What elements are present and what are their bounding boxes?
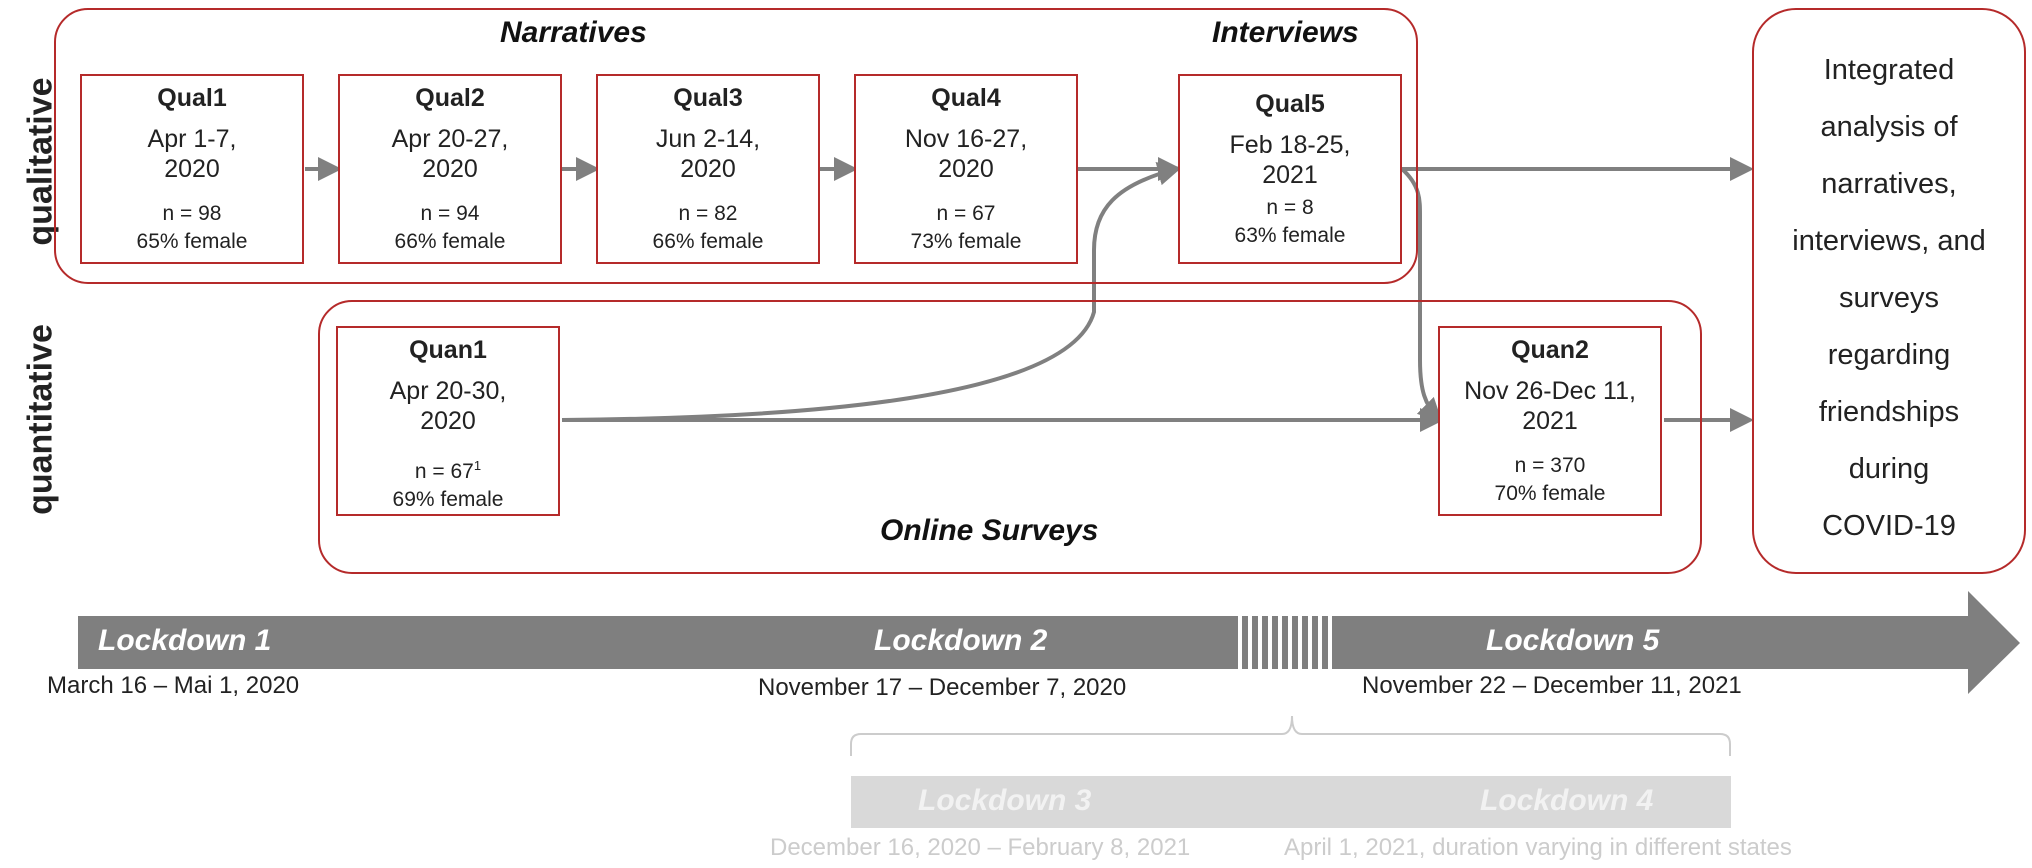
study-box-qual2: Qual2 Apr 20-27, 2020 n = 94 66% female [338, 74, 562, 264]
study-date-line2: 2020 [680, 155, 736, 183]
timeline-brace [850, 715, 1731, 756]
qualitative-group [54, 8, 1418, 284]
study-female: 66% female [394, 230, 506, 253]
study-stats: n = 98 65% female [82, 200, 302, 256]
arrow-quan1-qual5 [561, 161, 1182, 422]
study-dates: Nov 16-27, 2020 [856, 124, 1076, 184]
study-date-line2: 2021 [1522, 407, 1578, 435]
study-n: n = 8 [1266, 196, 1314, 219]
study-dates: Apr 20-30, 2020 [338, 376, 558, 436]
study-stats: n = 94 66% female [340, 200, 560, 256]
study-date-line1: Nov 16-27, [904, 125, 1028, 153]
arrow-qual5-quan2 [1400, 167, 1443, 423]
study-dates: Apr 20-27, 2020 [340, 124, 560, 184]
study-dates: Apr 1-7, 2020 [82, 124, 302, 184]
study-title: Qual4 [931, 84, 1001, 112]
lockdown-4-label: Lockdown 4 [1480, 784, 1654, 817]
row-label-quantitative: quantitative [21, 324, 60, 515]
integrated-line: analysis of [1820, 111, 1958, 143]
study-box-quan2: Quan2 Nov 26-Dec 11, 2021 n = 370 70% fe… [1438, 326, 1662, 516]
study-box-qual4: Qual4 Nov 16-27, 2020 n = 67 73% female [854, 74, 1078, 264]
integrated-line: friendships [1818, 396, 1960, 428]
study-title: Quan2 [1511, 336, 1589, 364]
study-dates: Jun 2-14, 2020 [598, 124, 818, 184]
study-title: Qual2 [415, 84, 485, 112]
lockdown-4-dates: April 1, 2021, duration varying in diffe… [1284, 834, 1792, 861]
study-dates: Nov 26-Dec 11, 2021 [1440, 376, 1660, 436]
integrated-line: Integrated [1823, 54, 1955, 86]
study-title: Quan1 [409, 336, 487, 364]
study-n: n = 94 [420, 202, 480, 225]
narratives-title: Narratives [500, 16, 647, 49]
study-title: Qual3 [673, 84, 743, 112]
lockdown-1-dates: March 16 – Mai 1, 2020 [47, 672, 300, 699]
study-date-line2: 2020 [422, 155, 478, 183]
study-date-line2: 2020 [164, 155, 220, 183]
integrated-line: COVID-19 [1822, 510, 1956, 542]
study-n: n = 67 [414, 460, 474, 483]
footnote-marker: 1 [473, 458, 482, 473]
lockdown-3-label: Lockdown 3 [918, 784, 1092, 817]
interviews-title: Interviews [1212, 16, 1359, 49]
timeline-arrow [78, 591, 2020, 694]
study-stats: n = 82 66% female [598, 200, 818, 256]
study-date-line1: Jun 2-14, [655, 125, 761, 153]
integrated-analysis-box: Integrated analysis of narratives, inter… [1752, 8, 2026, 574]
study-stats: n = 370 70% female [1440, 452, 1660, 508]
study-date-line1: Feb 18-25, [1229, 131, 1351, 159]
lockdown-5-dates: November 22 – December 11, 2021 [1362, 672, 1742, 699]
lockdown-1-label: Lockdown 1 [98, 624, 272, 657]
study-female: 70% female [1494, 482, 1606, 505]
study-n: n = 98 [162, 202, 222, 225]
timeline-break [1238, 616, 1332, 669]
lockdown-5-label: Lockdown 5 [1486, 624, 1660, 657]
online-surveys-title: Online Surveys [880, 514, 1099, 547]
study-n: n = 370 [1514, 454, 1586, 477]
study-date-line1: Apr 20-27, [391, 125, 509, 153]
study-stats: n = 8 63% female [1180, 194, 1400, 250]
integrated-line: during [1848, 453, 1930, 485]
study-box-qual5: Qual5 Feb 18-25, 2021 n = 8 63% female [1178, 74, 1402, 264]
quantitative-group [318, 300, 1702, 574]
study-date-line1: Apr 20-30, [389, 377, 507, 405]
integrated-line: regarding [1827, 339, 1951, 371]
study-title: Qual5 [1255, 90, 1325, 118]
study-female: 69% female [392, 488, 504, 511]
study-date-line2: 2020 [420, 407, 476, 435]
study-date-line2: 2021 [1262, 161, 1318, 189]
study-n-row: n = 671 [338, 452, 558, 486]
study-female: 63% female [1234, 224, 1346, 247]
study-stats: n = 671 69% female [338, 452, 558, 514]
lockdown-3-dates: December 16, 2020 – February 8, 2021 [770, 834, 1191, 861]
lockdown-2-dates: November 17 – December 7, 2020 [758, 674, 1127, 701]
study-box-quan1: Quan1 Apr 20-30, 2020 n = 671 69% female [336, 326, 560, 516]
study-date-line1: Nov 26-Dec 11, [1464, 377, 1636, 405]
study-title: Qual1 [157, 84, 227, 112]
study-date-line1: Apr 1-7, [147, 125, 237, 153]
lockdown-2-label: Lockdown 2 [874, 624, 1048, 657]
study-female: 66% female [652, 230, 764, 253]
study-female: 73% female [910, 230, 1022, 253]
study-box-qual3: Qual3 Jun 2-14, 2020 n = 82 66% female [596, 74, 820, 264]
study-stats: n = 67 73% female [856, 200, 1076, 256]
study-date-line2: 2020 [938, 155, 994, 183]
lockdown-3-4-bar [851, 776, 1731, 828]
integrated-line: narratives, [1821, 168, 1957, 200]
study-female: 65% female [136, 230, 248, 253]
study-dates: Feb 18-25, 2021 [1180, 130, 1400, 190]
integrated-line: interviews, and [1792, 225, 1986, 257]
study-n: n = 82 [678, 202, 738, 225]
study-box-qual1: Qual1 Apr 1-7, 2020 n = 98 65% female [80, 74, 304, 264]
integrated-line: surveys [1839, 282, 1939, 314]
study-n: n = 67 [936, 202, 996, 225]
